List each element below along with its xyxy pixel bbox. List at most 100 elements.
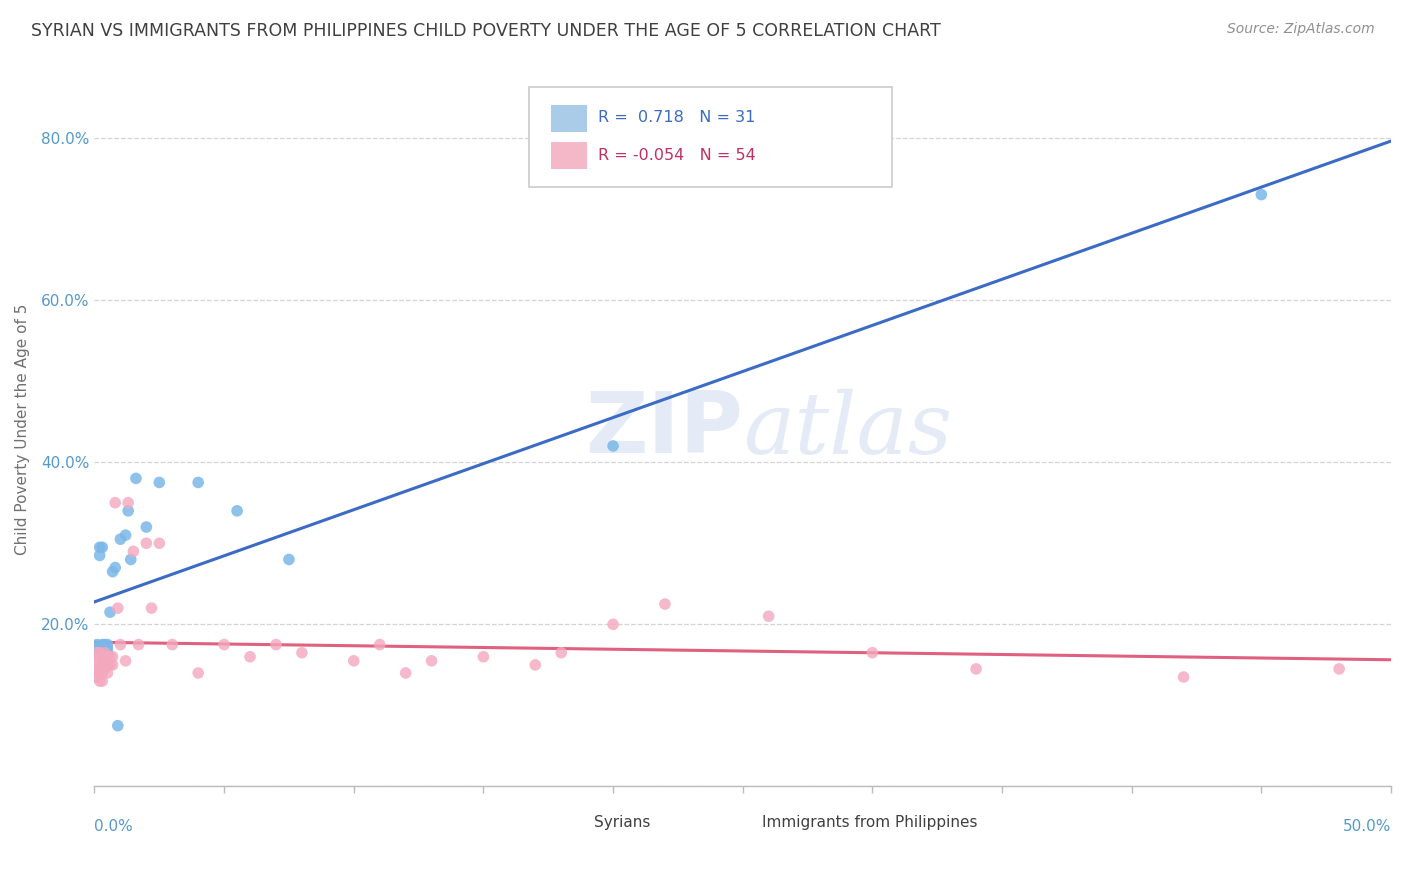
Point	[89, 662, 111, 676]
Point	[239, 649, 262, 664]
Point	[104, 560, 127, 574]
Point	[86, 646, 108, 660]
Point	[86, 654, 108, 668]
Point	[91, 638, 114, 652]
Point	[120, 552, 142, 566]
Point	[212, 638, 235, 652]
FancyBboxPatch shape	[551, 142, 588, 169]
Point	[91, 649, 114, 664]
Point	[104, 496, 127, 510]
Point	[148, 475, 170, 490]
Point	[187, 475, 209, 490]
FancyBboxPatch shape	[723, 813, 752, 834]
Point	[98, 649, 121, 664]
Point	[110, 532, 132, 546]
Point	[135, 520, 157, 534]
Point	[278, 552, 301, 566]
Point	[101, 657, 124, 672]
Point	[91, 646, 114, 660]
Point	[101, 565, 124, 579]
Point	[654, 597, 676, 611]
Point	[89, 541, 111, 555]
Point	[602, 617, 624, 632]
Point	[135, 536, 157, 550]
Y-axis label: Child Poverty Under the Age of 5: Child Poverty Under the Age of 5	[15, 304, 30, 556]
Point	[96, 646, 118, 660]
Point	[89, 674, 111, 689]
Point	[117, 504, 139, 518]
Point	[91, 665, 114, 680]
Point	[1250, 187, 1272, 202]
Point	[96, 665, 118, 680]
Point	[96, 657, 118, 672]
Point	[89, 646, 111, 660]
Point	[860, 646, 883, 660]
Point	[86, 646, 108, 660]
Point	[98, 605, 121, 619]
Point	[1173, 670, 1195, 684]
Point	[550, 646, 572, 660]
Point	[91, 674, 114, 689]
Point	[94, 654, 117, 668]
Point	[420, 654, 443, 668]
FancyBboxPatch shape	[555, 813, 583, 834]
Point	[226, 504, 249, 518]
Point	[91, 641, 114, 656]
Point	[472, 649, 495, 664]
Text: atlas: atlas	[742, 388, 952, 471]
Text: Source: ZipAtlas.com: Source: ZipAtlas.com	[1227, 22, 1375, 37]
Point	[89, 654, 111, 668]
Point	[117, 496, 139, 510]
Point	[89, 641, 111, 656]
Point	[114, 528, 136, 542]
Point	[107, 719, 129, 733]
Point	[86, 670, 108, 684]
Point	[395, 665, 418, 680]
Point	[86, 665, 108, 680]
Point	[524, 657, 547, 672]
Point	[86, 641, 108, 656]
Point	[368, 638, 391, 652]
Point	[91, 541, 114, 555]
FancyBboxPatch shape	[551, 105, 588, 132]
Point	[114, 654, 136, 668]
Point	[91, 662, 114, 676]
Point	[94, 641, 117, 656]
Point	[758, 609, 780, 624]
Point	[122, 544, 145, 558]
Point	[148, 536, 170, 550]
Point	[96, 649, 118, 664]
Point	[602, 439, 624, 453]
Point	[1327, 662, 1350, 676]
Point	[125, 471, 148, 485]
Point	[96, 638, 118, 652]
Point	[343, 654, 366, 668]
Point	[94, 646, 117, 660]
Point	[107, 601, 129, 615]
Point	[101, 649, 124, 664]
Point	[91, 657, 114, 672]
Text: Syrians: Syrians	[593, 815, 650, 830]
FancyBboxPatch shape	[529, 87, 891, 187]
Text: 50.0%: 50.0%	[1343, 819, 1391, 834]
Text: R = -0.054   N = 54: R = -0.054 N = 54	[598, 147, 755, 162]
Point	[187, 665, 209, 680]
Text: ZIP: ZIP	[585, 388, 742, 471]
Point	[86, 662, 108, 676]
Point	[98, 657, 121, 672]
Point	[141, 601, 163, 615]
Text: R =  0.718   N = 31: R = 0.718 N = 31	[598, 111, 755, 126]
Point	[94, 638, 117, 652]
Point	[110, 638, 132, 652]
Point	[89, 549, 111, 563]
Point	[291, 646, 314, 660]
Point	[86, 638, 108, 652]
Point	[965, 662, 987, 676]
Text: 0.0%: 0.0%	[94, 819, 134, 834]
Point	[96, 641, 118, 656]
Point	[264, 638, 287, 652]
Text: SYRIAN VS IMMIGRANTS FROM PHILIPPINES CHILD POVERTY UNDER THE AGE OF 5 CORRELATI: SYRIAN VS IMMIGRANTS FROM PHILIPPINES CH…	[31, 22, 941, 40]
Point	[162, 638, 184, 652]
Point	[94, 662, 117, 676]
Text: Immigrants from Philippines: Immigrants from Philippines	[762, 815, 977, 830]
